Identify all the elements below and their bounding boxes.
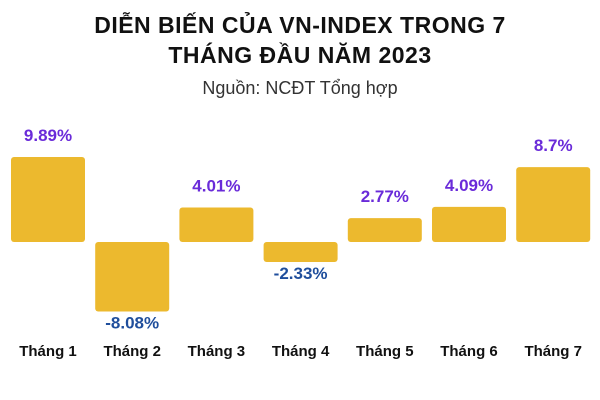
bar-7 bbox=[516, 167, 591, 242]
value-label-3: 4.01% bbox=[192, 177, 240, 196]
bar-1 bbox=[11, 156, 85, 242]
bar-4 bbox=[263, 242, 338, 263]
chart-title-line-1: DIỄN BIẾN CỦA VN-INDEX TRONG 7 bbox=[94, 12, 506, 38]
category-label-5: Tháng 5 bbox=[356, 343, 414, 360]
value-label-4: -2.33% bbox=[274, 264, 328, 283]
bar-5 bbox=[347, 218, 422, 242]
value-label-5: 2.77% bbox=[361, 187, 409, 206]
value-label-2: -8.08% bbox=[105, 313, 159, 332]
bar-2 bbox=[95, 242, 170, 312]
bar-6 bbox=[432, 206, 506, 242]
value-label-7: 8.7% bbox=[534, 136, 573, 155]
value-label-6: 4.09% bbox=[445, 176, 493, 195]
bar-3 bbox=[179, 207, 254, 242]
category-label-2: Tháng 2 bbox=[103, 343, 161, 360]
category-label-6: Tháng 6 bbox=[440, 343, 498, 360]
value-label-1: 9.89% bbox=[24, 126, 72, 145]
category-label-3: Tháng 3 bbox=[188, 343, 246, 360]
category-label-4: Tháng 4 bbox=[272, 343, 330, 360]
chart-subtitle: Nguồn: NCĐT Tổng hợp bbox=[202, 78, 398, 98]
category-label-1: Tháng 1 bbox=[19, 343, 77, 360]
chart-title: DIỄN BIẾN CỦA VN-INDEX TRONG 7 THÁNG ĐẦU… bbox=[0, 10, 600, 70]
chart-title-line-2: THÁNG ĐẦU NĂM 2023 bbox=[168, 42, 432, 68]
category-label-7: Tháng 7 bbox=[524, 343, 582, 360]
